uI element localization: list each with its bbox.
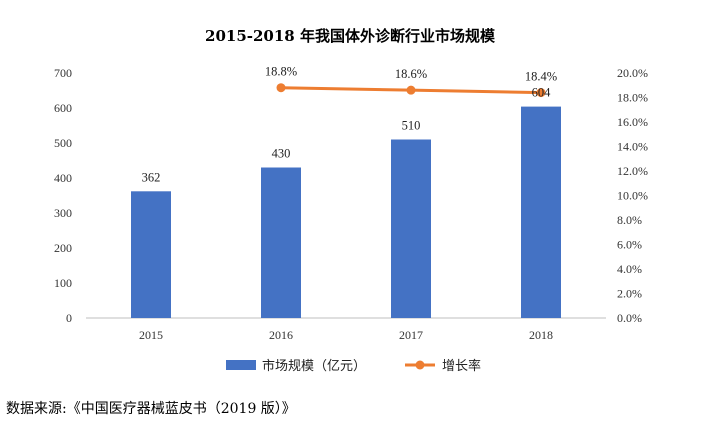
y2-tick-label: 4.0%	[617, 262, 642, 276]
growth-value-label: 18.4%	[525, 70, 557, 84]
bar	[391, 139, 431, 318]
y-tick-label: 100	[54, 276, 72, 290]
y-tick-label: 0	[66, 311, 72, 325]
legend-bar-label: 市场规模（亿元）	[262, 358, 366, 374]
y-tick-label: 300	[54, 206, 72, 220]
y2-tick-label: 20.0%	[617, 66, 648, 80]
y-tick-label: 500	[54, 136, 72, 150]
growth-point	[536, 88, 546, 98]
legend: 市场规模（亿元） 增长率	[226, 358, 481, 374]
y2-tick-label: 16.0%	[617, 115, 648, 129]
y-tick-label: 200	[54, 241, 72, 255]
bar-value-label: 430	[272, 147, 291, 161]
y2-tick-label: 6.0%	[617, 238, 642, 252]
y2-tick-label: 12.0%	[617, 164, 648, 178]
data-labels: 362 430 510 604 18.8% 18.6% 18.4%	[142, 65, 558, 185]
bar-value-label: 604	[532, 86, 552, 100]
bars	[131, 106, 561, 318]
source-note: 数据来源:《中国医疗器械蓝皮书（2019 版）》	[6, 401, 296, 417]
bar	[261, 167, 301, 318]
y2-tick-label: 10.0%	[617, 189, 648, 203]
legend-line-label: 增长率	[442, 358, 481, 374]
bar-value-label: 362	[142, 170, 161, 184]
y2-tick-label: 8.0%	[617, 213, 642, 227]
y2-tick-label: 2.0%	[617, 287, 642, 301]
y-tick-label: 600	[54, 101, 72, 115]
growth-value-label: 18.6%	[395, 67, 427, 81]
legend-bar-swatch	[226, 360, 256, 370]
legend-line-marker	[415, 360, 425, 370]
y-tick-label: 700	[54, 66, 72, 80]
growth-point	[406, 85, 416, 95]
x-tick-label: 2017	[399, 328, 423, 342]
chart-title: 2015-2018 年我国体外诊断行业市场规模	[205, 27, 496, 45]
y2-tick-label: 18.0%	[617, 91, 648, 105]
y-tick-label: 400	[54, 171, 72, 185]
bar	[131, 191, 171, 318]
y2-tick-label: 0.0%	[617, 311, 642, 325]
x-tick-label: 2016	[269, 328, 293, 342]
x-tick-label: 2015	[139, 328, 163, 342]
growth-point	[276, 83, 286, 93]
bar	[521, 106, 561, 318]
growth-value-label: 18.8%	[265, 65, 297, 79]
axes: 0 100 200 300 400 500 600 700 0.0% 2.0% 4.0% 6.0% 8.…	[54, 66, 648, 342]
bar-value-label: 510	[402, 119, 421, 133]
growth-line	[276, 83, 546, 98]
y2-tick-label: 14.0%	[617, 140, 648, 154]
x-tick-label: 2018	[529, 328, 553, 342]
